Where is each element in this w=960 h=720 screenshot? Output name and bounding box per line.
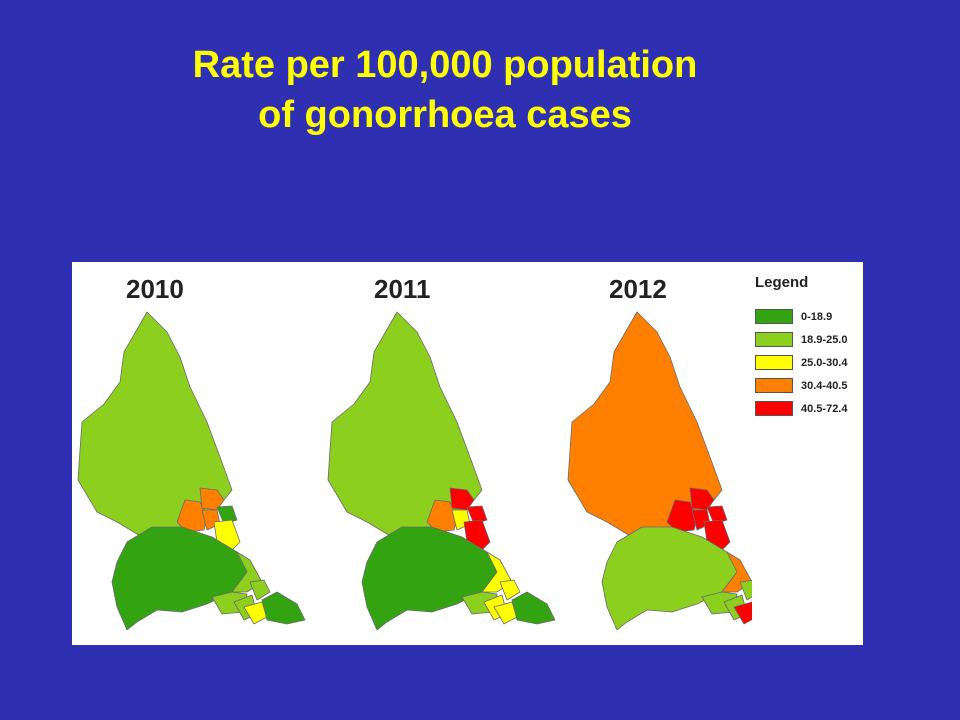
- year-label-2012: 2012: [609, 274, 667, 304]
- legend-swatch: [755, 332, 793, 347]
- legend-swatch: [755, 401, 793, 416]
- region-tyne-west: [176, 499, 208, 533]
- legend-item: 0-18.9: [755, 307, 855, 326]
- legend-title: Legend: [755, 274, 809, 291]
- map-2011: [327, 311, 556, 631]
- legend-label: 25.0-30.4: [801, 356, 848, 369]
- map-panel: 2010 2011 2012: [72, 262, 863, 645]
- legend-item: 18.9-25.0: [755, 330, 855, 349]
- region-hartlepool: [249, 579, 271, 601]
- region-tyne-north: [199, 487, 225, 511]
- region-durham: [601, 526, 738, 631]
- map-2012: [567, 311, 752, 631]
- slide-title: Rate per 100,000 population of gonorrhoe…: [0, 40, 890, 140]
- region-hartlepool: [499, 579, 521, 601]
- legend-item: 25.0-30.4: [755, 353, 855, 372]
- region-tyne-west: [666, 499, 698, 533]
- legend-item: 40.5-72.4: [755, 399, 855, 418]
- region-hartlepool: [739, 579, 752, 601]
- region-tyne-north: [449, 487, 475, 511]
- title-line-1: Rate per 100,000 population: [192, 44, 698, 86]
- region-tyne-coast: [466, 505, 488, 525]
- year-label-2010: 2010: [126, 274, 184, 304]
- map-2010: [77, 311, 306, 631]
- legend-swatch: [755, 355, 793, 370]
- year-label-2011: 2011: [374, 274, 431, 304]
- legend-swatch: [755, 309, 793, 324]
- region-redcar: [511, 591, 556, 625]
- choropleth-maps: [77, 311, 752, 631]
- region-tyne-coast: [706, 505, 728, 525]
- region-durham: [361, 526, 498, 631]
- legend: Legend 0-18.9 18.9-25.0 25.0-30.4 30.4-4…: [755, 274, 855, 422]
- region-middlesbrough: [733, 601, 752, 625]
- title-line-2: of gonorrhoea cases: [258, 94, 632, 136]
- region-tyne-west: [426, 499, 458, 533]
- legend-label: 30.4-40.5: [801, 379, 848, 392]
- legend-swatch: [755, 378, 793, 393]
- region-tyne-north: [689, 487, 715, 511]
- legend-label: 18.9-25.0: [801, 333, 848, 346]
- region-tyne-coast: [216, 505, 238, 525]
- region-redcar: [261, 591, 306, 625]
- legend-item: 30.4-40.5: [755, 376, 855, 395]
- legend-label: 40.5-72.4: [801, 402, 848, 415]
- legend-label: 0-18.9: [801, 310, 833, 323]
- region-durham: [111, 526, 248, 631]
